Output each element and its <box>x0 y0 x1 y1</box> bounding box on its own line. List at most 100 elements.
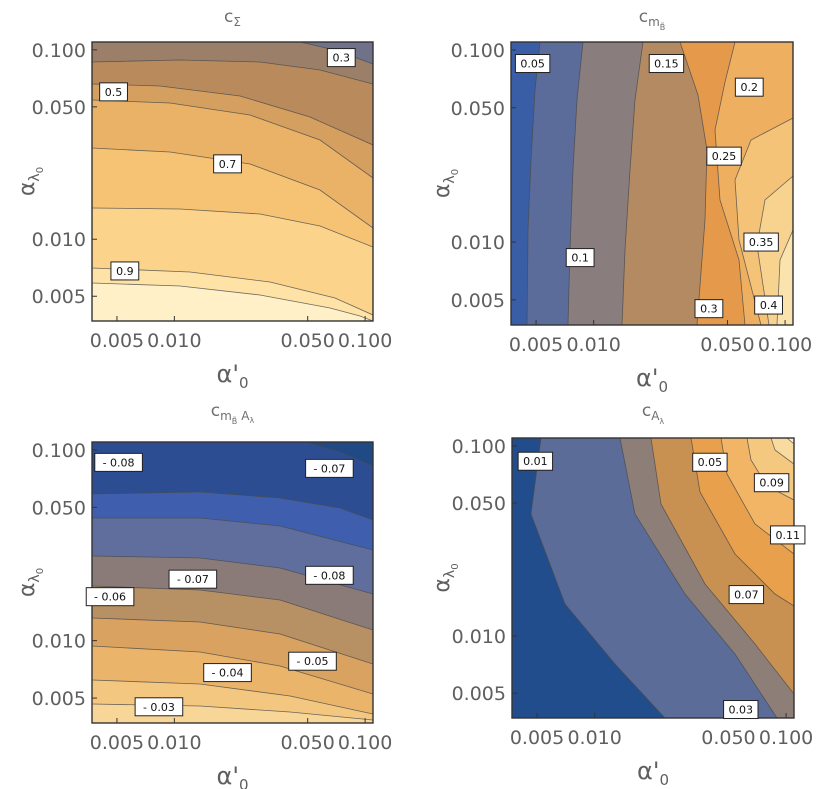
title-sub2: A <box>241 409 250 423</box>
contour-label: - 0.03 <box>134 697 184 717</box>
chart-title: cΣ <box>224 7 241 29</box>
chart-c-sigma: 0.005 0.010 0.050 0.1000.1000.0500.0100.005… <box>15 7 392 392</box>
y-tick-label: 0.010 <box>32 631 86 653</box>
contour-label: - 0.04 <box>203 663 252 683</box>
contour-line <box>92 491 373 521</box>
y-tick-label: 0.050 <box>452 493 506 515</box>
contour-label-text: - 0.07 <box>313 462 345 475</box>
y-tick-label: 0.005 <box>451 290 505 312</box>
contour-label: 0.3 <box>694 299 724 319</box>
contour-label-text: 0.4 <box>760 299 778 312</box>
x-tick-label: 0.100 <box>758 334 812 356</box>
y-tick-label: 0.100 <box>32 440 86 462</box>
contour-label: 0.01 <box>517 451 554 471</box>
y-axis-label: αλ0 <box>15 167 46 196</box>
y-tick-label: 0.005 <box>32 286 86 308</box>
contour-band <box>92 42 373 84</box>
contour-line <box>92 617 373 665</box>
contour-line <box>92 645 373 695</box>
panel-c-m-b: 0.005 0.010 0.050 0.100 0.100 0.050 0.010 0.005… <box>415 0 830 396</box>
contour-line <box>92 207 373 248</box>
contour-label: - 0.07 <box>305 458 354 478</box>
title-sub: Σ <box>233 15 241 29</box>
chart-c-m-b-a-lambda: 0.005 0.010 0.050 0.1000.1000.0500.0100.005… <box>15 401 392 789</box>
contour-line <box>619 438 778 718</box>
contour-label-text: 0.9 <box>116 265 134 278</box>
panel-c-sigma: 0.005 0.010 0.050 0.100 0.100 0.050 0.010 0.005… <box>0 0 415 394</box>
contour-label: 0.05 <box>692 452 728 472</box>
contour-label-text: 0.5 <box>105 86 123 99</box>
contour-line <box>526 42 541 325</box>
contour-area <box>92 42 373 321</box>
title-sub: m <box>220 409 232 423</box>
panel-c-a-lambda: 0.005 0.010 0.050 0.100 0.100 0.050 0.010 0.005… <box>415 394 830 789</box>
plot-frame <box>91 41 374 322</box>
contour-line <box>92 282 373 321</box>
chart-title: cAλ <box>642 401 665 426</box>
x-tick-label: 0.010 <box>147 732 201 754</box>
contour-label-text: 0.05 <box>520 58 545 71</box>
y-tick-label: 0.010 <box>32 229 86 251</box>
contour-label-text: 0.11 <box>775 529 800 542</box>
contour-label-text: 0.7 <box>219 158 237 171</box>
contour-label: - 0.08 <box>94 452 143 472</box>
x-tick-label: 0.010 <box>147 330 201 352</box>
chart-c-a-lambda: 0.005 0.010 0.050 0.1000.1000.0500.0100.005… <box>430 401 813 789</box>
contour-label: 0.03 <box>723 700 759 720</box>
contour-label-text: 0.25 <box>712 150 737 163</box>
y-tick-label: 0.100 <box>451 40 505 62</box>
contour-label-text: - 0.06 <box>94 591 126 604</box>
plot-frame <box>510 41 794 326</box>
x-tick-label: 0.100 <box>338 732 392 754</box>
x-tick-label: 0.005 <box>509 334 563 356</box>
x-axis-label: α'0 <box>637 757 669 789</box>
contour-label-text: 0.07 <box>734 589 759 602</box>
contour-label: 0.05 <box>514 54 551 74</box>
contour-label-text: 0.1 <box>571 252 589 265</box>
contour-band <box>300 42 373 64</box>
contour-label-text: 0.3 <box>333 52 351 65</box>
contour-label-text: 0.01 <box>523 455 548 468</box>
title-sub2sub: λ <box>250 416 255 425</box>
y-axis-label: αλ0 <box>430 169 461 198</box>
contour-band <box>92 442 373 520</box>
contour-line <box>304 442 373 467</box>
y-axis-label: αλ0 <box>430 563 461 592</box>
contour-line <box>650 438 794 695</box>
contour-line <box>746 438 794 501</box>
contour-line <box>92 99 373 179</box>
y-tick-label: 0.010 <box>452 626 506 648</box>
title-main: c <box>642 401 651 421</box>
contour-label: 0.15 <box>648 54 685 74</box>
x-tick-label: 0.100 <box>338 330 392 352</box>
x-axis-label: α'0 <box>636 364 668 396</box>
chart-c-m-b: 0.005 0.010 0.050 0.1000.1000.0500.0100.005… <box>430 7 812 396</box>
y-tick-label: 0.050 <box>32 97 86 119</box>
title-sub: A <box>651 409 660 423</box>
title-sub: m <box>648 15 660 29</box>
contour-line <box>621 42 644 325</box>
contour-label-text: 0.15 <box>654 58 679 71</box>
contour-line <box>92 585 373 631</box>
chart-title: cmB̃ <box>639 7 666 32</box>
x-axis-label: α'0 <box>217 762 249 789</box>
contour-line <box>92 83 373 146</box>
x-tick-label: 0.050 <box>280 732 334 754</box>
x-tick-label: 0.050 <box>701 727 755 749</box>
contour-label: 0.35 <box>743 232 779 252</box>
contour-label: - 0.05 <box>288 651 337 671</box>
contour-label: 0.5 <box>99 82 128 102</box>
contour-label: 0.4 <box>754 295 783 315</box>
title-main: c <box>211 401 220 421</box>
title-main: c <box>639 7 648 27</box>
x-tick-label: 0.100 <box>759 727 813 749</box>
y-tick-label: 0.010 <box>451 232 505 254</box>
x-tick-label: 0.050 <box>700 334 754 356</box>
contour-line <box>92 267 373 316</box>
contour-line <box>567 42 584 325</box>
contour-line <box>770 438 794 465</box>
y-tick-label: 0.005 <box>32 688 86 710</box>
plot-frame <box>91 441 374 724</box>
x-tick-label: 0.010 <box>567 727 621 749</box>
contour-label-text: - 0.03 <box>143 701 175 714</box>
